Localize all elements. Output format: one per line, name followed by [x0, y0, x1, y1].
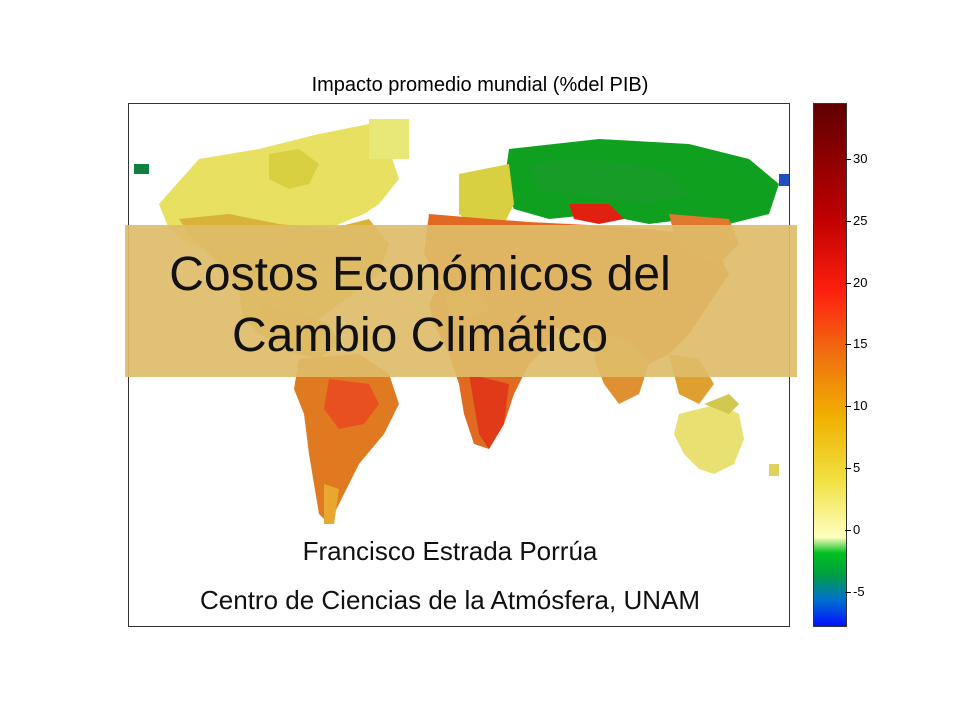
greenland-region	[779, 174, 789, 186]
colorbar-tick: 10	[845, 398, 867, 413]
slide-title-line-1: Costos Económicos del	[169, 248, 671, 301]
colorbar-tick: 25	[845, 213, 867, 228]
slide-title-line-2: Cambio Climático	[231, 309, 609, 362]
colorbar-tick: 15	[845, 336, 867, 351]
australia-region	[674, 394, 779, 476]
title-banner	[125, 225, 797, 377]
colorbar-tick: 5	[845, 460, 860, 475]
colorbar-tick: 20	[845, 275, 867, 290]
author-affiliation: Centro de Ciencias de la Atmósfera, UNAM	[200, 585, 700, 615]
south-america-region	[294, 354, 399, 524]
colorbar	[813, 103, 847, 627]
colorbar-tick: 0	[845, 522, 860, 537]
map-title: Impacto promedio mundial (%del PIB)	[311, 74, 649, 96]
author-name: Francisco Estrada Porrúa	[302, 536, 598, 566]
colorbar-tick: -5	[845, 584, 865, 599]
colorbar-tick: 30	[845, 151, 867, 166]
colorbar-gradient	[814, 104, 846, 626]
